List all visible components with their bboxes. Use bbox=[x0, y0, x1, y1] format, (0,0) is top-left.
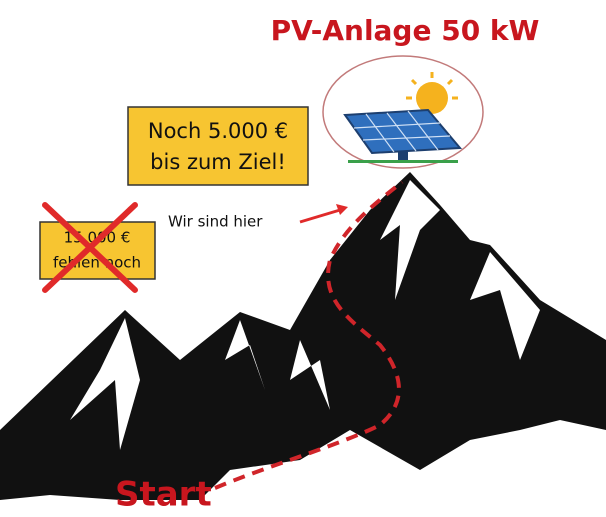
start-label: Start bbox=[115, 475, 212, 515]
goal-line: Noch 5.000 € bbox=[148, 119, 288, 143]
goal-line: bis zum Ziel! bbox=[150, 150, 286, 174]
infographic: PV-Anlage 50 kW Noch 5.000 € bis zum Zie… bbox=[0, 0, 606, 517]
marker-arrow bbox=[300, 210, 340, 222]
solar-panel-icon bbox=[323, 56, 483, 168]
old-box: 15.000 € fehlen noch bbox=[40, 205, 155, 290]
goal-box: Noch 5.000 € bis zum Ziel! bbox=[128, 107, 308, 185]
title: PV-Anlage 50 kW bbox=[271, 14, 540, 47]
marker-label: Wir sind hier bbox=[168, 213, 263, 231]
